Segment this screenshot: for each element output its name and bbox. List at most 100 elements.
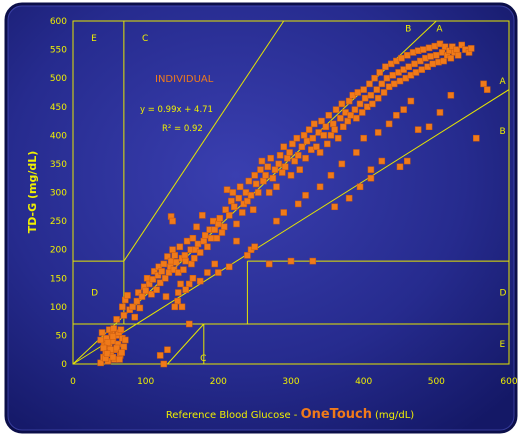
y-tick-label: 200: [50, 246, 67, 256]
data-point: [407, 97, 415, 105]
data-point: [405, 63, 412, 70]
data-point: [182, 257, 189, 265]
data-point: [251, 243, 258, 251]
data-point: [200, 237, 208, 245]
data-point: [181, 252, 189, 259]
data-point: [199, 212, 206, 219]
data-point: [229, 189, 237, 196]
data-point: [280, 143, 287, 151]
data-point: [302, 192, 309, 199]
data-point: [396, 77, 404, 85]
data-point: [136, 304, 144, 312]
data-point: [107, 346, 115, 353]
data-point: [427, 53, 434, 60]
x-tick-label: 600: [500, 377, 517, 387]
data-point: [265, 189, 273, 196]
data-point: [356, 183, 364, 191]
data-point: [374, 94, 382, 102]
data-point: [347, 112, 354, 119]
data-point: [162, 275, 169, 282]
y-tick-label: 150: [50, 274, 67, 284]
data-point: [142, 287, 149, 295]
data-point: [367, 92, 375, 99]
data-point: [154, 272, 162, 279]
data-point: [291, 157, 298, 165]
data-point: [440, 57, 447, 65]
data-point: [425, 44, 433, 52]
y-tick-label: 250: [50, 217, 67, 227]
data-point: [235, 194, 242, 202]
data-point: [313, 143, 320, 151]
data-point: [239, 209, 246, 216]
zone-label-c-top: C: [142, 34, 148, 44]
data-point: [373, 86, 380, 93]
data-point: [100, 344, 107, 352]
data-point: [146, 280, 153, 288]
data-point: [309, 257, 317, 265]
data-point: [480, 80, 487, 88]
data-point: [404, 157, 411, 165]
data-point: [436, 109, 444, 116]
data-point: [284, 154, 291, 162]
data-point: [244, 197, 251, 205]
data-point: [228, 197, 235, 205]
data-point: [353, 149, 360, 156]
y-tick-label: 500: [50, 74, 67, 84]
data-point: [441, 43, 449, 50]
data-point: [295, 200, 302, 208]
data-point: [447, 92, 455, 99]
data-point: [196, 277, 204, 285]
data-point: [175, 289, 182, 296]
data-point: [467, 45, 475, 52]
data-point: [174, 297, 181, 305]
data-point: [429, 60, 436, 68]
chart-background: [4, 2, 518, 434]
data-point: [302, 154, 309, 162]
tick-labels: 0 100 200 300 400 500 600 0 50 100 150 200 250 300 350…: [50, 17, 518, 387]
data-point: [188, 260, 195, 268]
data-point: [382, 63, 389, 70]
data-point: [369, 100, 376, 108]
y-tick-label: 0: [61, 360, 67, 370]
data-point: [225, 263, 233, 271]
data-point: [398, 54, 405, 62]
data-point: [148, 291, 155, 298]
data-point: [322, 123, 330, 131]
subject-label: INDIVIDUAL: [155, 74, 214, 85]
data-point: [120, 312, 128, 319]
data-point: [287, 257, 295, 265]
y-tick-label: 550: [50, 46, 67, 56]
data-point: [411, 60, 418, 68]
data-point: [340, 123, 347, 131]
x-tick-label: 300: [282, 377, 299, 387]
data-point: [264, 163, 271, 171]
x-axis-label-prefix: Reference Blood Glucose -: [166, 410, 301, 421]
data-point: [124, 292, 131, 299]
data-point: [338, 100, 346, 108]
data-point: [220, 223, 228, 231]
data-point: [273, 217, 280, 225]
line-b-lower: [167, 323, 205, 365]
zone-labels: A A B B C C D D E E: [91, 24, 506, 364]
data-point: [376, 69, 383, 76]
data-point: [324, 140, 331, 148]
data-point: [211, 226, 218, 233]
data-point: [404, 52, 411, 59]
data-point: [371, 74, 378, 82]
data-point: [271, 166, 279, 173]
data-point: [331, 203, 338, 211]
data-point: [425, 123, 433, 131]
x-tick-label: 200: [210, 377, 227, 387]
data-point: [300, 132, 308, 139]
data-point: [473, 134, 480, 142]
data-point: [231, 203, 238, 211]
data-point: [131, 313, 139, 321]
data-point: [273, 183, 280, 191]
data-point: [325, 112, 333, 119]
data-points: [97, 40, 491, 368]
data-point: [171, 303, 178, 311]
data-point: [143, 275, 151, 282]
data-point: [380, 89, 388, 96]
data-point: [251, 172, 258, 179]
data-point: [109, 333, 117, 340]
